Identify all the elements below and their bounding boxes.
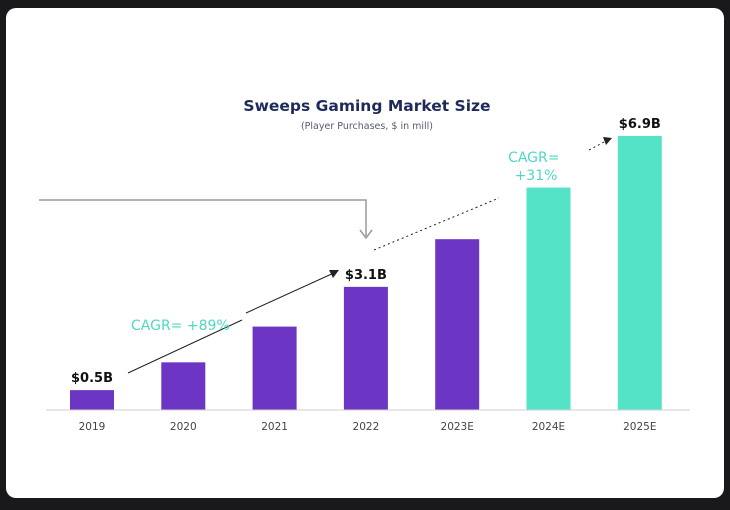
data-labels: $0.5B $3.1B $6.9B xyxy=(71,117,661,386)
bar-chart: Sweeps Gaming Market Size (Player Purcha… xyxy=(39,97,690,433)
cagr-forecast-label: CAGR= +31% xyxy=(508,150,564,184)
data-label-2022: $3.1B xyxy=(345,268,387,283)
tick-label-2021: 2021 xyxy=(261,421,288,433)
bar-2021 xyxy=(252,326,297,410)
tick-label-2020: 2020 xyxy=(170,421,197,433)
tick-label-2022: 2022 xyxy=(353,421,380,433)
slide: Sweeps Gaming Market Size (Player Purcha… xyxy=(6,8,724,498)
chart-title: Sweeps Gaming Market Size xyxy=(243,97,490,115)
bracket-arrowhead-icon xyxy=(359,229,373,240)
chart-subtitle: (Player Purchases, $ in mill) xyxy=(301,121,433,132)
bar-2020 xyxy=(161,362,206,410)
bar-2019 xyxy=(70,390,114,410)
tick-label-2019: 2019 xyxy=(79,421,106,433)
bar-2025e xyxy=(617,135,662,410)
tick-label-2025e: 2025E xyxy=(623,421,656,433)
data-label-2019: $0.5B xyxy=(71,371,113,386)
cagr-historical-line: CAGR= +89% xyxy=(131,318,230,334)
data-label-2025e: $6.9B xyxy=(619,117,661,132)
x-axis-ticks: 2019 2020 2021 2022 2023E 2024E 2025E xyxy=(79,421,657,433)
bracket-line xyxy=(39,199,367,236)
bar-2022 xyxy=(343,286,388,410)
bars xyxy=(70,135,662,410)
trend-arrow-historical xyxy=(127,270,339,374)
tick-label-2024e: 2024E xyxy=(532,421,565,433)
bar-2023e xyxy=(435,239,480,410)
bar-2024e xyxy=(526,187,571,410)
cagr-forecast-line-1: CAGR= xyxy=(508,150,559,166)
tick-label-2023e: 2023E xyxy=(441,421,474,433)
cagr-forecast-line-2: +31% xyxy=(515,168,558,184)
trend-arrow-forecast xyxy=(373,137,612,251)
cagr-historical-label: CAGR= +89% xyxy=(131,318,230,334)
